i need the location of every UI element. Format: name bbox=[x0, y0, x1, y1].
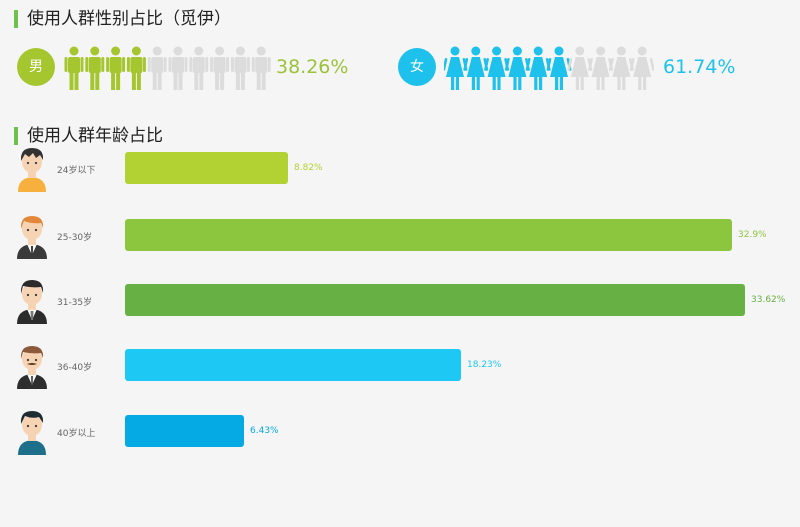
age-avatar-icon bbox=[18, 148, 46, 192]
female-person-icon bbox=[484, 46, 510, 90]
age-avatar-icon bbox=[17, 280, 47, 324]
age-bar-chart: 24岁以下 8.82% 25-30岁 32.9% 31-35岁 33.62% 36-40岁 1… bbox=[0, 148, 800, 480]
male-person-icon bbox=[210, 46, 230, 90]
age-category-label: 31-35岁 bbox=[57, 298, 93, 308]
male-person-icon bbox=[64, 46, 84, 90]
female-person-icon bbox=[444, 46, 468, 90]
male-person-icon bbox=[85, 46, 105, 90]
age-bar bbox=[125, 349, 461, 381]
male-percent: 38.26% bbox=[276, 56, 349, 78]
age-category-label: 36-40岁 bbox=[57, 363, 93, 373]
male-badge: 男 bbox=[17, 48, 55, 86]
age-bar-value-label: 8.82% bbox=[294, 163, 323, 173]
age-category-label: 24岁以下 bbox=[57, 166, 96, 176]
age-bar bbox=[125, 415, 244, 447]
age-bar-value-label: 6.43% bbox=[250, 426, 279, 436]
age-avatar-icon bbox=[18, 411, 46, 455]
male-person-icon bbox=[230, 46, 250, 90]
age-category-label: 40岁以上 bbox=[57, 429, 96, 439]
age-section-title: 使用人群年龄占比 bbox=[14, 127, 163, 145]
male-icon-row bbox=[64, 46, 271, 90]
age-avatar-icon bbox=[17, 216, 47, 259]
female-icon-row bbox=[444, 46, 654, 90]
female-person-icon bbox=[629, 46, 654, 90]
age-category-label: 25-30岁 bbox=[57, 233, 93, 243]
age-avatar-icon bbox=[17, 346, 47, 389]
gender-section-title: 使用人群性别占比（觅伊） bbox=[14, 10, 231, 28]
age-bar bbox=[125, 219, 732, 251]
age-bar bbox=[125, 152, 288, 184]
male-person-icon bbox=[126, 46, 146, 90]
age-bar-value-label: 32.9% bbox=[738, 230, 767, 240]
age-bar bbox=[125, 284, 745, 316]
male-person-icon bbox=[147, 46, 167, 90]
male-person-icon bbox=[189, 46, 209, 90]
age-bar-value-label: 18.23% bbox=[467, 360, 502, 370]
female-badge: 女 bbox=[398, 48, 436, 86]
male-person-icon bbox=[251, 46, 271, 90]
male-person-icon bbox=[106, 46, 126, 90]
age-bar-value-label: 33.62% bbox=[751, 295, 786, 305]
male-person-icon bbox=[168, 46, 188, 90]
female-percent: 61.74% bbox=[663, 56, 736, 78]
